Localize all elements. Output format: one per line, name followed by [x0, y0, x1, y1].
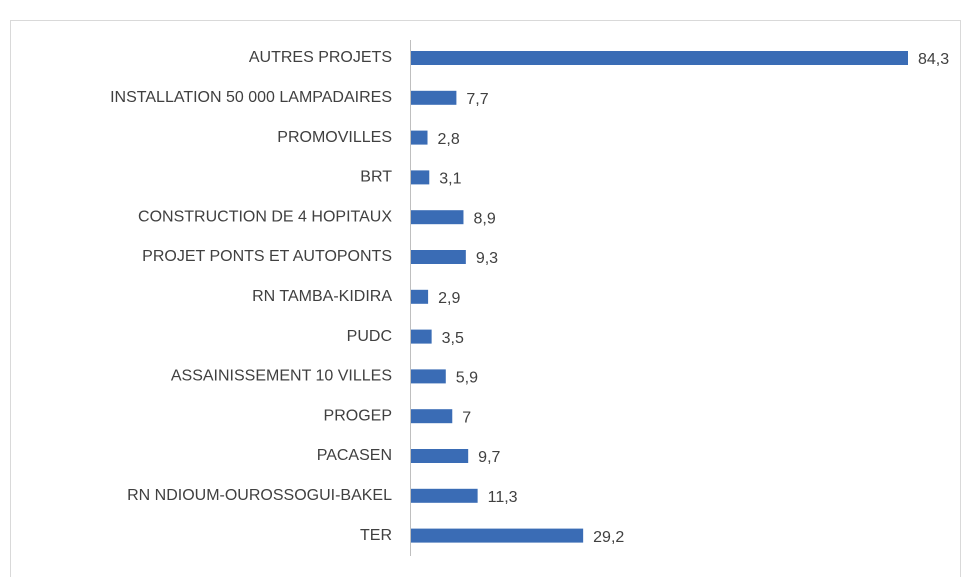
- bar: [411, 210, 464, 225]
- value-label: 7: [462, 409, 471, 426]
- value-label: 7,7: [466, 91, 488, 108]
- value-label: 11,3: [488, 489, 518, 506]
- value-label: 9,3: [476, 250, 498, 267]
- category-label: PROJET PONTS ET AUTOPONTS: [142, 248, 392, 265]
- category-label: ASSAINISSEMENT 10 VILLES: [171, 368, 392, 385]
- bar: [411, 409, 453, 424]
- value-label: 2,8: [438, 131, 460, 148]
- bar: [411, 170, 430, 185]
- value-label: 84,3: [918, 51, 949, 68]
- category-label: PUDC: [347, 328, 392, 345]
- value-label: 2,9: [438, 290, 460, 307]
- category-label: BRT: [360, 169, 392, 186]
- bar: [411, 250, 466, 264]
- value-label: 8,9: [473, 210, 495, 227]
- category-label: PACASEN: [317, 447, 392, 464]
- category-label: RN TAMBA-KIDIRA: [252, 288, 392, 305]
- value-label: 9,7: [478, 449, 500, 466]
- category-label: INSTALLATION 50 000 LAMPADAIRES: [110, 89, 392, 106]
- category-label: PROMOVILLES: [277, 129, 392, 146]
- category-label: CONSTRUCTION DE 4 HOPITAUX: [138, 208, 392, 225]
- bar: [411, 329, 432, 344]
- value-label: 3,1: [439, 171, 461, 188]
- bar: [411, 528, 584, 543]
- bar: [411, 130, 428, 145]
- chart-border: [10, 20, 961, 577]
- value-label: 5,9: [456, 370, 478, 387]
- category-label: TER: [360, 527, 392, 544]
- category-label: PROGEP: [324, 407, 392, 424]
- bar: [411, 51, 908, 65]
- bar: [411, 90, 457, 105]
- category-label: AUTRES PROJETS: [249, 49, 392, 66]
- value-label: 29,2: [593, 529, 624, 546]
- bar: [411, 369, 446, 384]
- value-label: 3,5: [442, 330, 464, 347]
- category-label: RN NDIOUM-OUROSSOGUI-BAKEL: [127, 487, 392, 504]
- bar: [411, 488, 478, 503]
- bar: [411, 449, 469, 463]
- bar: [411, 289, 429, 304]
